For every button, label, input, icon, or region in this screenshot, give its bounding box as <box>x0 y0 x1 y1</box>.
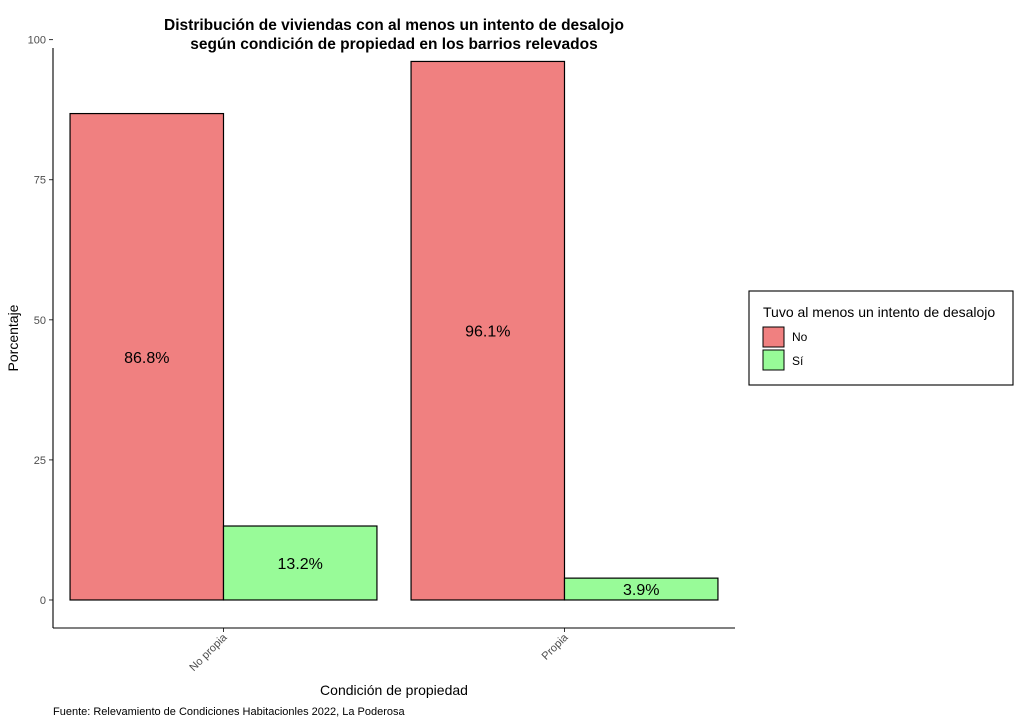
legend-title: Tuvo al menos un intento de desalojo <box>763 304 995 320</box>
y-tick-label-1: 25 <box>34 455 46 467</box>
y-tick-label-2: 50 <box>34 315 46 327</box>
chart-title-line-1: Distribución de viviendas con al menos u… <box>164 17 624 34</box>
bar-label-no-0: 86.8% <box>124 350 169 367</box>
x-axis-title: Condición de propiedad <box>320 682 468 698</box>
legend: Tuvo al menos un intento de desalojo No … <box>748 290 1014 386</box>
plot-area: 0 25 50 75 100 86.8% 13.2% No propia 96.1% 3.9% Pr… <box>28 35 719 674</box>
y-tick-label-4: 100 <box>28 35 46 47</box>
bar-label-si-1: 3.9% <box>623 582 659 599</box>
bar-label-no-1: 96.1% <box>465 324 510 341</box>
bar-label-si-0: 13.2% <box>278 556 323 573</box>
legend-key-no <box>762 326 785 348</box>
bar-no-1 <box>410 60 566 601</box>
bar-si-0 <box>222 525 378 601</box>
y-tick-label-0: 0 <box>40 595 46 607</box>
bar-no-0 <box>69 112 225 601</box>
legend-label-no: No <box>792 330 808 344</box>
legend-box <box>748 290 1014 386</box>
legend-label-si: Sí <box>792 354 804 368</box>
y-axis-title: Porcentaje <box>5 304 21 371</box>
caption: Fuente: Relevamiento de Condiciones Habi… <box>53 706 405 718</box>
bar-si-1 <box>563 577 719 601</box>
y-tick-label-3: 75 <box>34 175 46 187</box>
chart-title-line-2: según condición de propiedad en los barr… <box>190 36 597 53</box>
legend-key-si <box>762 349 785 371</box>
x-tick-label-0: No propia <box>187 631 230 674</box>
x-tick-label-1: Propia <box>540 631 572 663</box>
